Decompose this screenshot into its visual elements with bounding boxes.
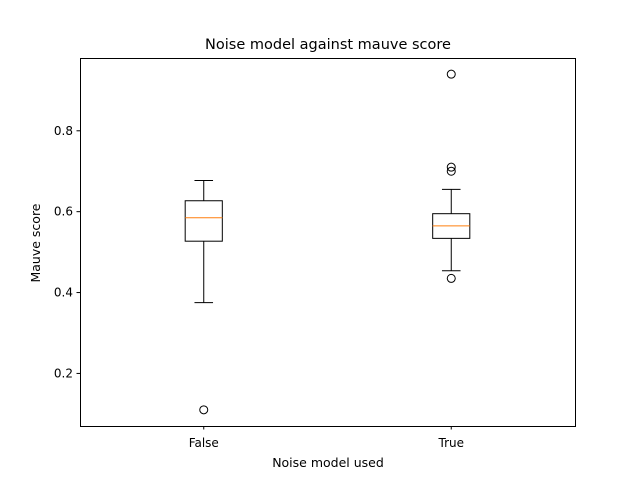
outlier-point — [199, 405, 209, 415]
outlier-point — [446, 69, 456, 79]
outlier-point — [446, 273, 456, 283]
plot-area: 0.2 0.4 0.6 0.8 False True — [54, 69, 471, 450]
y-axis-label: Mauve score — [28, 203, 43, 282]
y-tick-label: 0.4 — [54, 286, 73, 300]
x-tick-label: True — [438, 436, 465, 450]
x-axis-label: Noise model used — [272, 455, 384, 470]
box-iqr — [184, 200, 223, 242]
x-tick-label: False — [189, 436, 219, 450]
outlier-point — [446, 166, 456, 176]
plot-frame — [80, 58, 576, 427]
outlier-point — [446, 162, 456, 172]
chart-title: Noise model against mauve score — [205, 37, 451, 53]
y-tick-label: 0.8 — [54, 124, 73, 138]
y-tick-label: 0.2 — [54, 366, 73, 380]
y-tick-label: 0.6 — [54, 205, 73, 219]
